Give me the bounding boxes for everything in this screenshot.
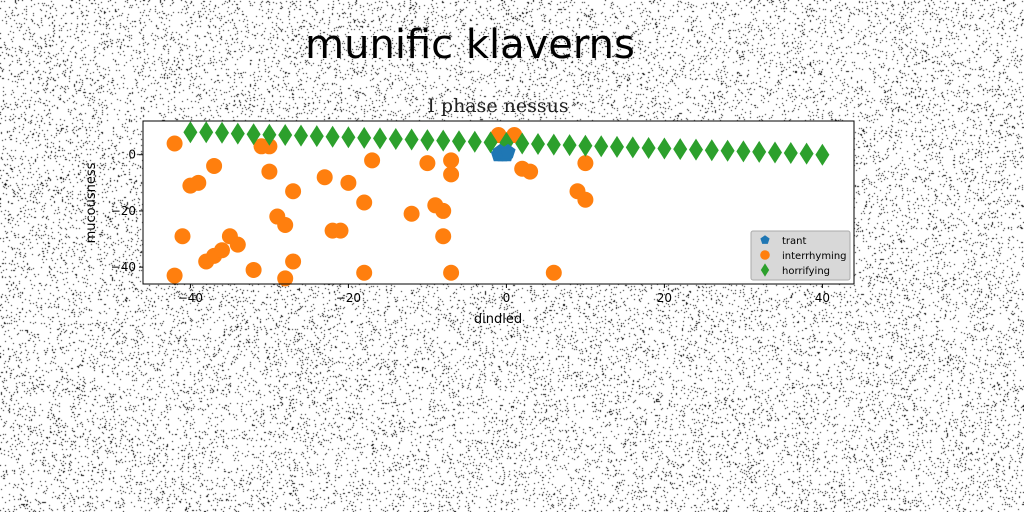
horrifying-point-39 [799,142,814,165]
interrhyming-point-33 [443,166,460,183]
y-tick-label-2: −40 [111,260,136,274]
legend-label-horrifying: horrifying [782,266,830,277]
interrhyming-point-13 [261,138,278,155]
horrifying-point-18 [467,130,482,153]
interrhyming-point-31 [435,228,452,245]
interrhyming-point-19 [285,183,302,200]
interrhyming-point-41 [577,191,594,208]
horrifying-point-21 [515,132,530,155]
horrifying-point-37 [768,141,782,164]
interrhyming-point-1 [166,267,183,284]
legend-label-interrhyming: interrhyming [782,251,847,262]
interrhyming-point-18 [285,253,302,270]
legend-label-trant: trant [782,236,806,247]
legend-marker-interrhyming [760,250,770,260]
horrifying-point-19 [483,131,498,154]
horrifying-point-38 [783,142,798,165]
x-tick-label-1: −20 [336,291,361,305]
horrifying-point-29 [641,136,656,159]
horrifying-point-7 [294,124,308,147]
horrifying-point-4 [246,123,261,146]
interrhyming-point-17 [277,270,294,287]
x-axis-ticks: −40 −20 0 20 40 [178,284,830,305]
plot-frame [142,120,855,285]
horrifying-point-1 [199,121,214,144]
interrhyming-point-11 [245,261,262,278]
horrifying-point-13 [388,127,403,150]
interrhyming-point-10 [229,236,246,253]
y-tick-label-0: 0 [128,148,136,162]
y-tick-label-1: −20 [111,204,136,218]
horrifying-point-25 [578,134,593,157]
horrifying-point-35 [736,140,751,163]
legend-box [750,230,851,281]
interrhyming-point-42 [577,155,594,172]
trant-point-4 [500,143,516,159]
horrifying-point-22 [531,133,545,156]
horrifying-point-0 [183,121,198,144]
interrhyming-point-32 [443,152,460,169]
x-tick-label-4: 40 [815,291,830,305]
horrifying-point-23 [546,133,561,156]
horrifying-point-33 [704,139,719,162]
chart-marks [166,121,830,287]
interrhyming-point-26 [364,152,381,169]
interrhyming-point-24 [356,194,373,211]
horrifying-point-8 [309,125,324,148]
x-tick-label-3: 20 [657,291,672,305]
horrifying-point-28 [625,136,640,159]
horrifying-point-26 [594,135,609,158]
figure-suptitle: munific klaverns [305,22,635,68]
horrifying-point-31 [673,138,688,161]
interrhyming-point-22 [332,222,349,239]
horrifying-point-34 [720,139,735,162]
x-axis-label: dindled [474,312,522,327]
x-tick-label-0: −40 [178,291,203,305]
interrhyming-point-38 [522,163,539,180]
interrhyming-point-25 [356,264,373,281]
legend-marker-horrifying [760,263,770,277]
horrifying-point-11 [357,126,372,149]
interrhyming-point-23 [340,174,357,191]
horrifying-point-12 [373,127,387,150]
interrhyming-point-20 [316,169,333,186]
interrhyming-point-27 [403,205,420,222]
interrhyming-point-2 [174,228,191,245]
horrifying-point-27 [610,135,624,158]
legend-marker-trant [760,235,770,244]
horrifying-point-10 [341,126,356,149]
horrifying-point-15 [420,129,435,152]
interrhyming-point-4 [190,174,207,191]
y-axis-ticks: 0 −20 −40 [111,148,143,274]
interrhyming-point-28 [419,155,436,172]
interrhyming-point-16 [277,216,294,233]
horrifying-point-36 [752,140,767,163]
legend: trant interrhyming horrifying [750,230,851,281]
horrifying-point-2 [215,121,229,144]
horrifying-point-24 [562,134,577,157]
interrhyming-point-39 [545,264,562,281]
horrifying-point-6 [278,124,293,147]
horrifying-point-5 [262,123,277,146]
interrhyming-point-7 [206,157,223,174]
interrhyming-point-34 [443,264,460,281]
interrhyming-point-30 [435,202,452,219]
horrifying-point-9 [325,125,340,148]
horrifying-point-16 [436,129,451,152]
horrifying-point-40 [815,143,830,166]
interrhyming-point-14 [261,163,278,180]
y-axis-label: mucousness [84,162,99,243]
horrifying-point-14 [404,128,419,151]
x-tick-label-2: 0 [503,291,511,305]
horrifying-point-17 [452,130,466,153]
horrifying-point-3 [230,122,245,145]
axes-title: I phase nessus [427,95,568,117]
interrhyming-point-0 [166,135,183,152]
horrifying-point-30 [657,137,672,160]
interrhyming-point-8 [214,242,230,259]
horrifying-point-32 [689,138,703,161]
